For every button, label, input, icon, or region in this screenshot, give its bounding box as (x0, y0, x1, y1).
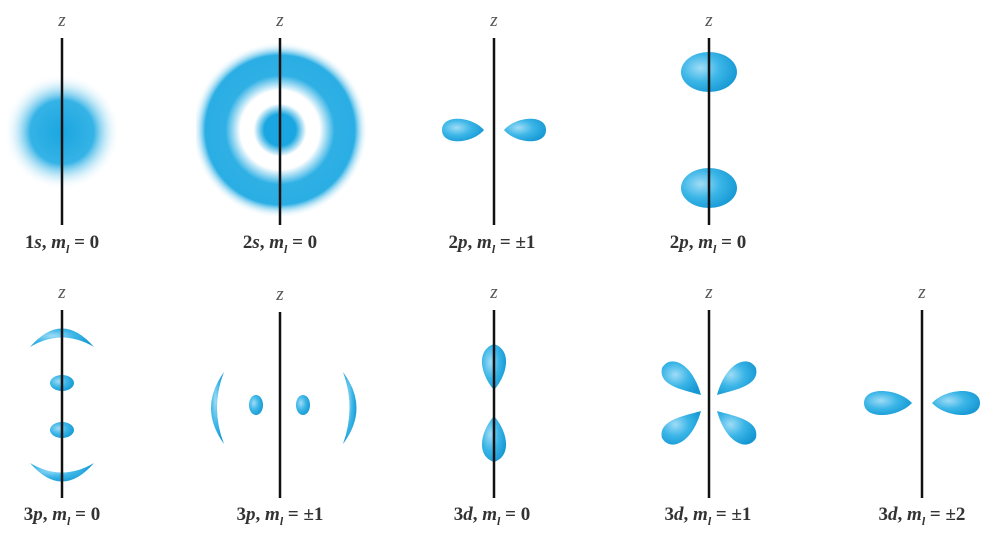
caption-l: s (252, 232, 260, 253)
caption-ml: 0 (89, 232, 100, 253)
orbital-caption: 1s, ml = 0 (24, 232, 100, 256)
caption-ml: 0 (90, 504, 101, 525)
z-axis-label: z (276, 284, 284, 305)
orbital-panel-3d-m0: z 3d, ml = 0 (392, 270, 588, 540)
lower-right-lobe (717, 411, 757, 445)
caption-l: d (463, 504, 473, 525)
z-axis-label: z (276, 10, 284, 31)
orbital-caption: 3d, ml = 0 (453, 504, 531, 528)
orbital-2p-m0-diagram (681, 38, 737, 225)
caption-ml: ±2 (945, 504, 966, 525)
orbital-panel-3d-pm2: z 3d, ml = ±2 (784, 270, 980, 540)
z-axis-label: z (58, 10, 66, 31)
caption-ml: ±1 (303, 504, 324, 525)
right-lobe (504, 118, 546, 142)
caption-l: p (679, 232, 689, 253)
z-axis-label: z (705, 10, 713, 31)
bottom-arc-lobe (30, 463, 94, 482)
caption-ml: 0 (520, 504, 531, 525)
caption-n: 3 (453, 504, 464, 525)
orbital-caption: 3d, ml = ±2 (878, 504, 966, 528)
right-lobe (932, 390, 980, 416)
orbital-caption: 2p, ml = ±1 (448, 232, 536, 256)
orbital-panel-2p-m0: z 2p, ml = 0 (588, 0, 784, 270)
orbital-panel-3p-pm1: z 3p, ml = ±1 (196, 270, 392, 540)
orbital-panel-3d-pm1: z 3d, ml = ±1 (588, 270, 784, 540)
orbital-2s-diagram (196, 38, 368, 225)
upper-left-lobe (661, 361, 701, 395)
orbital-caption: 3p, ml = ±1 (236, 504, 324, 528)
caption-n: 3 (236, 504, 247, 525)
orbital-panel-1s-m0: z 1s, ml = 0 (0, 0, 196, 270)
orbital-3p-pm1-diagram (211, 312, 357, 498)
caption-n: 3 (23, 504, 34, 525)
z-axis-label: z (490, 282, 498, 303)
caption-n: 1 (24, 232, 35, 253)
orbital-3d-pm1-diagram (661, 310, 757, 498)
caption-n: 2 (669, 232, 680, 253)
orbital-3d-pm2-diagram (864, 310, 980, 498)
caption-l: d (888, 504, 898, 525)
caption-n: 2 (448, 232, 459, 253)
z-axis-label: z (58, 282, 66, 303)
spherical-shells (196, 42, 368, 218)
caption-n: 3 (664, 504, 675, 525)
left-lobe (442, 118, 484, 142)
orbital-2p-pm1-diagram (442, 38, 546, 225)
caption-ml: 0 (307, 232, 318, 253)
orbital-caption: 3d, ml = ±1 (664, 504, 752, 528)
orbital-panel-2s-m0: z 2s, ml = 0 (196, 0, 392, 270)
caption-l: d (674, 504, 684, 525)
orbital-caption: 3p, ml = 0 (23, 504, 101, 528)
left-lobe (864, 390, 912, 416)
lower-left-lobe (661, 411, 701, 445)
caption-n: 2 (242, 232, 253, 253)
left-arc-lobe (211, 372, 224, 444)
caption-l: p (458, 232, 468, 253)
left-inner-lobe (249, 395, 263, 415)
right-inner-lobe (296, 395, 310, 415)
z-axis-label: z (918, 282, 926, 303)
right-arc-lobe (343, 372, 357, 444)
caption-ml: 0 (736, 232, 747, 253)
caption-l: p (246, 504, 256, 525)
orbital-3d-m0-diagram (481, 310, 507, 498)
orbital-panel-2p-pm1: z 2p, ml = ±1 (392, 0, 588, 270)
upper-right-lobe (717, 361, 757, 395)
caption-ml: ±1 (515, 232, 536, 253)
caption-l: p (33, 504, 43, 525)
caption-ml: ±1 (731, 504, 752, 525)
z-axis-label: z (705, 282, 713, 303)
z-axis-label: z (490, 10, 498, 31)
orbital-panel-3p-m0: z 3p, ml = 0 (0, 270, 196, 540)
caption-l: s (34, 232, 42, 253)
caption-n: 3 (878, 504, 889, 525)
top-arc-lobe (30, 328, 94, 347)
orbital-3p-m0-diagram (30, 310, 94, 498)
orbital-caption: 2s, ml = 0 (242, 232, 318, 256)
orbital-caption: 2p, ml = 0 (669, 232, 747, 256)
orbital-1s-diagram (4, 38, 120, 225)
